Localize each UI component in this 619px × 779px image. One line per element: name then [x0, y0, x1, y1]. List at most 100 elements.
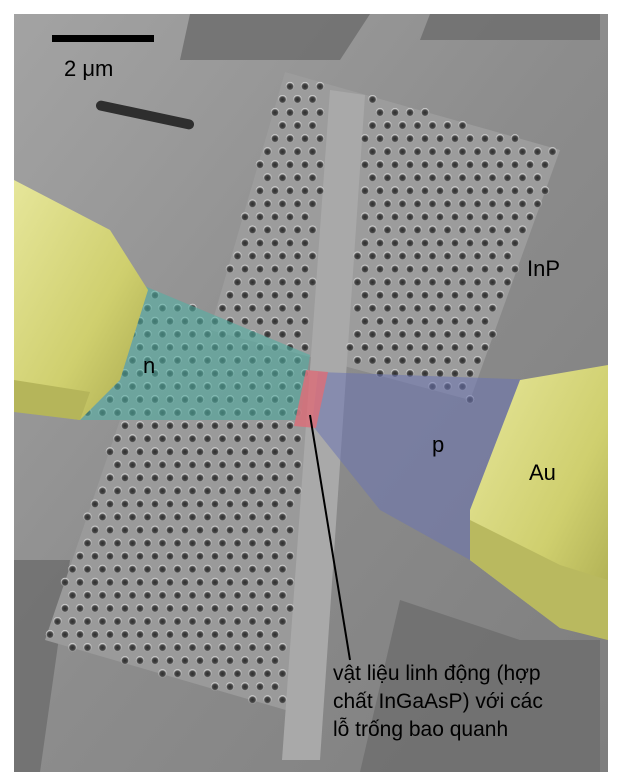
air-hole: [105, 473, 115, 482]
air-hole: [375, 316, 385, 326]
air-hole: [278, 695, 287, 704]
air-hole: [398, 355, 407, 365]
air-hole: [263, 669, 272, 678]
air-hole: [263, 460, 272, 469]
air-hole: [488, 303, 497, 313]
air-hole: [285, 577, 295, 587]
air-hole: [83, 512, 92, 521]
air-hole: [270, 134, 280, 143]
air-hole: [458, 251, 467, 260]
air-hole: [270, 551, 280, 561]
air-hole: [210, 499, 220, 508]
air-hole: [270, 603, 280, 613]
air-hole: [210, 630, 220, 639]
air-hole: [285, 525, 295, 534]
air-hole: [405, 316, 415, 326]
gold-contact-right: [470, 365, 608, 640]
air-hole: [225, 447, 235, 456]
air-hole: [465, 316, 475, 326]
air-hole: [233, 643, 242, 652]
air-hole: [173, 538, 182, 548]
air-hole: [263, 173, 272, 182]
air-hole: [225, 264, 235, 273]
air-hole: [90, 551, 100, 561]
air-hole: [240, 656, 250, 665]
air-hole: [413, 355, 422, 365]
air-hole: [135, 577, 145, 587]
caption-line: vật liệu linh động (hợp: [333, 662, 541, 685]
air-hole: [255, 499, 265, 508]
air-hole: [225, 682, 235, 691]
air-hole: [278, 251, 287, 260]
air-hole: [480, 316, 490, 326]
air-hole: [315, 160, 325, 169]
air-hole: [308, 94, 317, 104]
air-hole: [308, 277, 317, 287]
air-hole: [263, 277, 272, 287]
air-hole: [135, 447, 145, 456]
air-hole: [398, 147, 407, 156]
air-hole: [480, 238, 490, 247]
air-hole: [225, 499, 235, 508]
air-hole: [458, 173, 467, 182]
inp-label: InP: [527, 256, 561, 281]
air-hole: [278, 643, 287, 652]
air-hole: [420, 212, 430, 221]
air-hole: [173, 486, 182, 495]
air-hole: [293, 303, 302, 313]
air-hole: [98, 643, 107, 652]
air-hole: [278, 94, 287, 104]
air-hole: [83, 643, 92, 652]
air-hole: [128, 643, 137, 652]
air-hole: [375, 160, 385, 169]
air-hole: [105, 630, 115, 639]
air-hole: [495, 134, 505, 143]
air-hole: [473, 173, 482, 182]
air-hole: [255, 290, 265, 300]
air-hole: [203, 669, 212, 678]
air-hole: [525, 160, 535, 169]
air-hole: [60, 630, 70, 639]
air-hole: [263, 303, 272, 313]
air-hole: [188, 669, 197, 678]
air-hole: [285, 81, 295, 91]
air-hole: [188, 590, 197, 600]
air-hole: [278, 277, 287, 287]
air-hole: [98, 564, 107, 574]
air-hole: [180, 525, 190, 534]
air-hole: [293, 199, 302, 208]
air-hole: [405, 134, 415, 143]
air-hole: [420, 134, 430, 143]
air-hole: [143, 590, 152, 600]
air-hole: [518, 225, 527, 234]
air-hole: [203, 643, 212, 652]
caption-line: lỗ trống bao quanh: [333, 718, 509, 741]
air-hole: [540, 160, 550, 169]
air-hole: [105, 603, 115, 613]
air-hole: [360, 342, 370, 352]
air-hole: [533, 173, 542, 182]
air-hole: [405, 212, 415, 221]
air-hole: [285, 421, 295, 430]
air-hole: [113, 486, 122, 495]
air-hole: [300, 108, 310, 117]
air-hole: [278, 669, 287, 678]
air-hole: [68, 564, 77, 574]
air-hole: [533, 147, 542, 156]
air-hole: [120, 656, 130, 665]
air-hole: [390, 342, 400, 352]
air-hole: [68, 616, 77, 626]
air-hole: [218, 486, 227, 495]
air-hole: [135, 656, 145, 665]
air-hole: [105, 551, 115, 561]
air-hole: [158, 434, 167, 443]
air-hole: [240, 577, 250, 587]
air-hole: [443, 329, 452, 339]
air-hole: [450, 186, 460, 195]
air-hole: [180, 630, 190, 639]
air-hole: [225, 656, 235, 665]
air-hole: [135, 630, 145, 639]
air-hole: [480, 134, 490, 143]
air-hole: [443, 121, 452, 130]
